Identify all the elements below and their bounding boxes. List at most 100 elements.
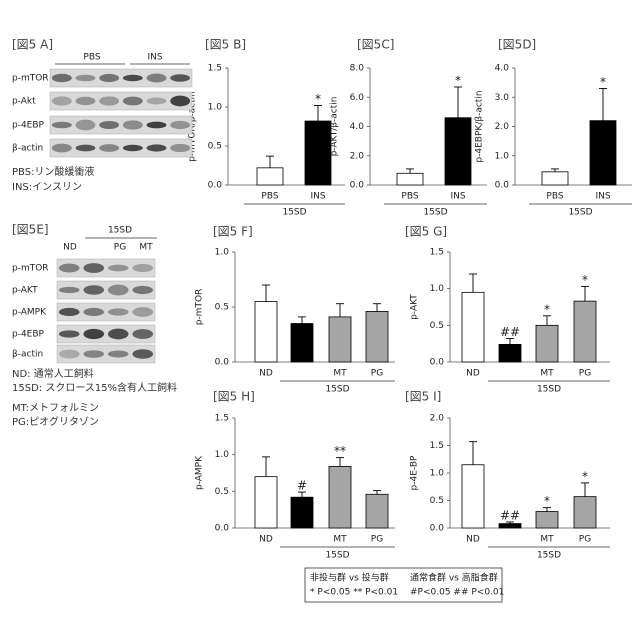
blot-band: [83, 350, 104, 358]
bar: [536, 325, 558, 362]
y-tick-label: 0.0: [208, 181, 223, 191]
bar: [291, 497, 313, 528]
lane-header: MT: [139, 243, 153, 253]
y-tick-label: 3.0: [495, 93, 510, 103]
y-tick-label: 8.0: [350, 64, 365, 74]
annotation: **: [334, 444, 346, 458]
note: INS:インスリン: [12, 182, 82, 193]
blot-band: [76, 97, 96, 105]
y-tick-label: 0.0: [215, 524, 230, 534]
note: ND: 通常人工飼料: [12, 367, 94, 380]
bar: [329, 466, 351, 528]
y-axis-label: p-mTOR: [195, 289, 205, 326]
annotation: *: [582, 469, 588, 483]
bar: [397, 173, 423, 185]
blot-band: [83, 285, 104, 294]
blot-band: [99, 121, 119, 129]
y-tick-label: 2.0: [430, 414, 445, 424]
blot-band: [108, 308, 129, 315]
bar: [257, 168, 283, 185]
note: 15SD: スクロース15%含有人工飼料: [12, 381, 177, 394]
bar: [291, 324, 313, 363]
y-tick-label: 4.0: [350, 122, 365, 132]
y-tick-label: 0.5: [430, 321, 444, 331]
chart-title: [図5 H]: [213, 390, 255, 404]
bar: [590, 121, 616, 185]
blot-band: [108, 265, 129, 272]
bar: [536, 512, 558, 529]
bar: [255, 302, 277, 363]
blot-band: [76, 75, 96, 82]
group-label: 15SD: [325, 385, 349, 395]
blot-band: [108, 285, 129, 296]
blot-band: [132, 264, 153, 272]
x-tick-label: ND: [259, 535, 273, 545]
blot-band: [76, 145, 96, 152]
x-tick-label: INS: [595, 192, 610, 202]
x-tick-label: PBS: [261, 192, 278, 202]
y-tick-label: 4.0: [495, 64, 510, 74]
blot-band: [99, 96, 119, 105]
blot-band: [59, 350, 80, 359]
y-tick-label: 0.0: [350, 181, 365, 191]
blot-band: [132, 349, 153, 358]
x-tick-label: MT: [540, 369, 554, 379]
annotation: ##: [500, 508, 520, 522]
annotation: *: [455, 74, 461, 88]
blot-band: [132, 329, 153, 339]
blot-band: [123, 97, 143, 106]
group-label: 15SD: [282, 208, 306, 218]
row-label: p-4EBP: [12, 330, 45, 340]
bar: [366, 311, 388, 362]
y-tick-label: 0.5: [208, 142, 222, 152]
blot-band: [52, 144, 72, 153]
x-tick-label: PG: [579, 535, 591, 545]
y-tick-label: 1.5: [430, 441, 444, 451]
blot-band: [147, 122, 167, 129]
lane-header: INS: [147, 53, 162, 63]
blot-band: [99, 74, 119, 82]
bar: [462, 465, 484, 528]
blot-band: [123, 145, 143, 151]
blot-band: [108, 350, 129, 357]
x-tick-label: MT: [540, 535, 554, 545]
bar: [366, 494, 388, 528]
annotation: *: [315, 92, 321, 106]
y-tick-label: 2.0: [350, 151, 365, 161]
lane-header: ND: [63, 243, 77, 253]
group-label: 15SD: [568, 208, 592, 218]
x-tick-label: MT: [333, 369, 347, 379]
note: PG:ピオグリタゾン: [12, 415, 99, 428]
blot-band: [170, 144, 190, 152]
bar: [305, 121, 331, 185]
row-label: p-AKT: [12, 286, 38, 296]
x-tick-label: INS: [450, 192, 465, 202]
y-tick-label: 0.0: [215, 358, 230, 368]
y-tick-label: 6.0: [350, 93, 365, 103]
group-label: 15SD: [325, 551, 349, 561]
row-label: p-mTOR: [12, 74, 49, 84]
blot-band: [123, 120, 143, 129]
bar: [542, 172, 568, 185]
blot-band: [52, 96, 72, 105]
blot-band: [147, 144, 167, 151]
y-tick-label: 1.5: [215, 414, 229, 424]
panel-title: [図5 A]: [12, 38, 53, 52]
blot-band: [52, 74, 72, 82]
blot-band: [59, 287, 80, 293]
annotation: *: [600, 75, 606, 89]
y-tick-label: 1.0: [495, 151, 510, 161]
blot-band: [83, 308, 104, 316]
y-tick-label: 1.0: [215, 450, 230, 460]
chart-title: [図5 F]: [213, 225, 253, 239]
blot-band: [83, 329, 104, 339]
legend-text: 通常食群 vs 高脂食群: [410, 572, 498, 584]
y-axis-label: p-AMPK: [195, 455, 205, 490]
group-label: 15SD: [537, 385, 561, 395]
y-tick-label: 0.0: [430, 358, 445, 368]
chart-title: [図5 I]: [405, 390, 441, 404]
blot-band: [59, 263, 80, 272]
blot-band: [147, 74, 167, 83]
x-tick-label: INS: [310, 192, 325, 202]
y-tick-label: 0.0: [430, 524, 445, 534]
